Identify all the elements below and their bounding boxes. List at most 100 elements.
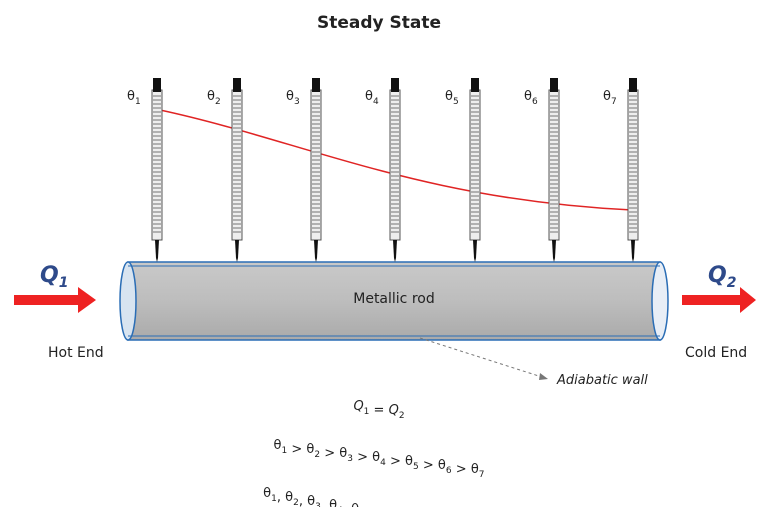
subscript: 2 xyxy=(399,411,405,421)
subscript: 6 xyxy=(446,466,452,476)
thermometer-probe xyxy=(473,240,477,262)
thermometer-cap xyxy=(629,78,637,92)
rod-label: Metallic rod xyxy=(353,291,434,307)
term: > xyxy=(456,462,467,477)
equation: θ1, θ2, θ3, θ4, θ5, θ6, θ7 are constant xyxy=(263,486,496,507)
term: θ xyxy=(372,450,380,465)
thermometer-probe xyxy=(631,240,635,262)
thermometer-label: θ5 xyxy=(445,89,459,107)
thermometer-label: θ4 xyxy=(365,89,379,107)
subscript: 1 xyxy=(135,97,141,107)
term: , xyxy=(321,498,325,507)
thermometer: θ6 xyxy=(524,78,560,262)
term: θ xyxy=(329,498,337,507)
symbol: θ xyxy=(365,89,373,104)
term: , xyxy=(343,502,347,507)
thermometer-label: θ3 xyxy=(286,89,300,107)
term: , xyxy=(299,494,303,507)
subscript: 6 xyxy=(532,97,538,107)
subscript: 2 xyxy=(314,450,320,460)
term: Q xyxy=(389,403,399,418)
thermometer-label: θ7 xyxy=(603,89,617,107)
term: θ xyxy=(351,502,359,507)
term: = xyxy=(374,403,385,418)
thermometer-probe xyxy=(155,240,159,262)
thermometer-tube xyxy=(469,89,481,241)
thermometer-cap xyxy=(391,78,399,92)
thermometer-probe xyxy=(235,240,239,262)
cold-end-label: Cold End xyxy=(685,345,747,361)
symbol: θ xyxy=(445,89,453,104)
subscript: 3 xyxy=(294,97,300,107)
thermometer-tube xyxy=(548,89,560,241)
wall-label: Adiabatic wall xyxy=(556,373,648,388)
symbol: θ xyxy=(286,89,294,104)
symbol: θ xyxy=(207,89,215,104)
symbol: Q xyxy=(708,263,727,288)
term: θ xyxy=(471,462,479,477)
thermometer-probe xyxy=(552,240,556,262)
heat-label: Q2 xyxy=(708,263,736,291)
thermometer: θ1 xyxy=(127,78,163,262)
thermometer-tube xyxy=(627,89,639,241)
symbol: Q xyxy=(40,263,59,288)
subscript: 7 xyxy=(479,470,485,480)
thermometer-label: θ2 xyxy=(207,89,221,107)
subscript: 2 xyxy=(727,275,737,291)
subscript: 7 xyxy=(611,97,617,107)
symbol: θ xyxy=(603,89,611,104)
thermometer: θ3 xyxy=(286,78,322,262)
thermometer-tube xyxy=(231,89,243,241)
wall-pointer xyxy=(419,337,546,379)
subscript: 5 xyxy=(413,462,419,472)
subscript: 1 xyxy=(59,275,69,291)
term: > xyxy=(291,442,302,457)
thermometer-tube xyxy=(389,89,401,241)
arrow-out xyxy=(682,287,756,313)
subscript: 4 xyxy=(380,458,386,468)
term: θ xyxy=(285,490,293,505)
subscript: 1 xyxy=(364,407,370,417)
term: θ xyxy=(438,458,446,473)
arrow-in xyxy=(14,287,96,313)
thermometer: θ5 xyxy=(445,78,481,262)
hot-end-label: Hot End xyxy=(48,345,104,361)
term: θ xyxy=(307,494,315,507)
thermometers: θ1 θ2 θ3 θ4 θ5 θ6 θ7 xyxy=(127,78,639,262)
thermometer-label: θ6 xyxy=(524,89,538,107)
symbol: θ xyxy=(127,89,135,104)
subscript: 3 xyxy=(315,502,321,507)
thermometer-probe xyxy=(314,240,318,262)
term: > xyxy=(324,446,335,461)
subscript: 3 xyxy=(347,454,353,464)
thermometer: θ2 xyxy=(207,78,243,262)
term: > xyxy=(390,454,401,469)
equation: θ1 > θ2 > θ3 > θ4 > θ5 > θ6 > θ7 xyxy=(273,438,484,480)
thermometer-tube xyxy=(151,89,163,241)
title: Steady State xyxy=(317,13,441,33)
symbol: θ xyxy=(524,89,532,104)
wall-pointer-head xyxy=(539,373,548,380)
term: θ xyxy=(306,442,314,457)
thermometer-tube xyxy=(310,89,322,241)
thermometer-cap xyxy=(471,78,479,92)
thermometer-label: θ1 xyxy=(127,89,141,107)
term: θ xyxy=(339,446,347,461)
term: > xyxy=(423,458,434,473)
term: Q xyxy=(353,399,363,414)
thermometer-cap xyxy=(550,78,558,92)
term: > xyxy=(357,450,368,465)
term: θ xyxy=(273,438,281,453)
subscript: 2 xyxy=(293,498,299,507)
equation: Q1 = Q2 xyxy=(353,399,404,421)
subscript: 5 xyxy=(453,97,459,107)
heat-label: Q1 xyxy=(40,263,68,291)
thermometer: θ4 xyxy=(365,78,401,262)
thermometer-cap xyxy=(153,78,161,92)
thermometer-cap xyxy=(233,78,241,92)
rod xyxy=(119,261,669,341)
thermometer-cap xyxy=(312,78,320,92)
thermometer-probe xyxy=(393,240,397,262)
